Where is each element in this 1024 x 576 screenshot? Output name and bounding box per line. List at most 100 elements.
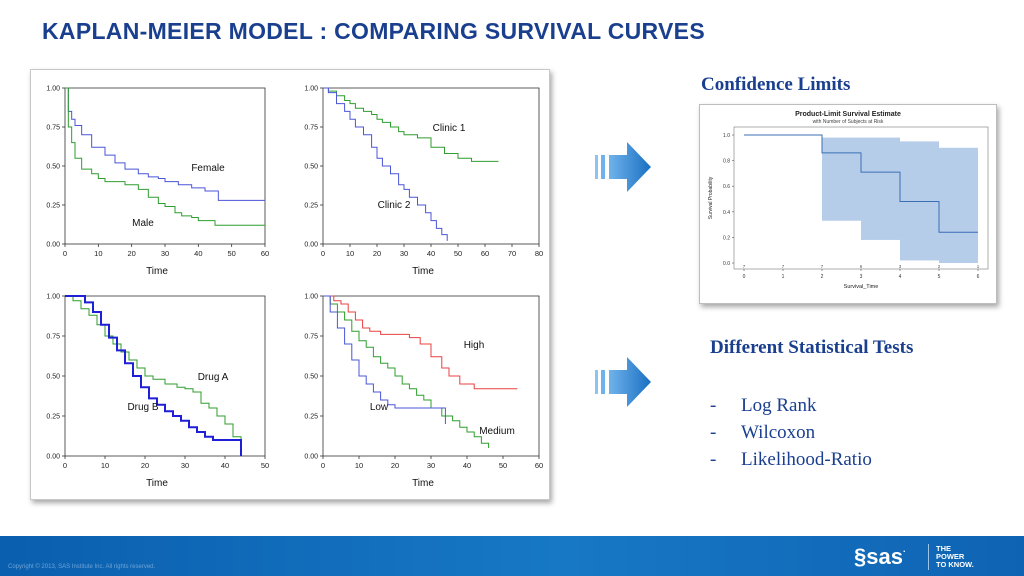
series-label: Low	[370, 402, 389, 413]
confidence-band	[900, 141, 939, 261]
copyright-text: Copyright © 2013, SAS Institute Inc. All…	[8, 564, 156, 570]
y-tick-label: 1.00	[46, 294, 60, 301]
at-risk-count: 7	[782, 264, 785, 269]
x-tick-label: 40	[194, 249, 202, 258]
statistical-tests-heading: Different Statistical Tests	[710, 337, 914, 358]
x-tick-label: 20	[391, 461, 399, 470]
series-label: Medium	[479, 426, 515, 437]
series-line	[65, 87, 265, 201]
confidence-band	[939, 147, 978, 263]
y-tick-label: 0.4	[723, 210, 730, 216]
x-tick-label: 40	[427, 249, 435, 258]
series-label: Male	[132, 218, 154, 229]
y-tick-label: 0.75	[304, 125, 318, 132]
x-tick-label: 30	[181, 461, 189, 470]
x-tick-label: 60	[261, 249, 269, 258]
x-tick-label: 1	[782, 274, 785, 280]
x-tick-label: 60	[535, 461, 543, 470]
series-line	[323, 295, 518, 390]
y-tick-label: 0.75	[46, 334, 60, 341]
y-tick-label: 0.00	[46, 454, 60, 461]
y-tick-label: 0.2	[723, 235, 730, 241]
x-tick-label: 0	[743, 274, 746, 280]
x-tick-label: 0	[321, 461, 325, 470]
x-tick-label: 2	[821, 274, 824, 280]
at-risk-count: 3	[899, 264, 902, 269]
y-tick-label: 0.50	[304, 164, 318, 171]
x-tick-label: 20	[127, 249, 135, 258]
x-axis-label: Time	[412, 478, 434, 489]
series-label: Drug A	[198, 372, 229, 383]
x-tick-label: 60	[481, 249, 489, 258]
x-tick-label: 40	[221, 461, 229, 470]
km-chart-drug: 0.00 0.25 0.50 0.75 1.00 0 10 20 30 40 50 Time Drug …	[33, 288, 273, 496]
survival-line	[744, 134, 978, 233]
x-tick-label: 10	[101, 461, 109, 470]
series-label: Drug B	[127, 402, 158, 413]
y-tick-label: 0.00	[46, 242, 60, 249]
y-tick-label: 0.8	[723, 159, 730, 165]
list-item: - Log Rank	[710, 394, 817, 416]
y-tick-label: 0.0	[723, 261, 730, 267]
y-tick-label: 0.50	[304, 374, 318, 381]
x-tick-label: 4	[899, 274, 902, 280]
y-tick-label: 1.00	[304, 86, 318, 93]
x-tick-label: 10	[346, 249, 354, 258]
x-tick-label: 10	[355, 461, 363, 470]
at-risk-count: 2	[938, 264, 941, 269]
x-tick-label: 50	[454, 249, 462, 258]
x-tick-label: 5	[938, 274, 941, 280]
x-axis-label: Time	[146, 478, 168, 489]
series-line	[65, 87, 265, 226]
y-tick-label: 0.50	[46, 164, 60, 171]
y-tick-label: 0.25	[46, 203, 60, 210]
series-label: Clinic 2	[378, 200, 411, 211]
x-tick-label: 20	[373, 249, 381, 258]
series-label: Clinic 1	[433, 123, 466, 134]
x-tick-label: 6	[977, 274, 980, 280]
y-tick-label: 1.00	[46, 86, 60, 93]
footer-bar	[0, 536, 1024, 576]
km-chart-clinic: 0.00 0.25 0.50 0.75 1.00 0 10 20 30 40 50 60 70 80 Tim…	[289, 76, 547, 286]
statistical-tests-list: - Log Rank - Wilcoxon - Likelihood-Ratio	[710, 392, 872, 473]
confidence-limits-chart: Product-Limit Survival Estimate with Numb…	[699, 104, 997, 304]
series-label: Female	[191, 163, 225, 174]
km-chart-gender: 0.00 0.25 0.50 0.75 1.00 0 10 20 30 40 50 60 Time Fem…	[33, 76, 273, 286]
km-charts-panel: 0.00 0.25 0.50 0.75 1.00 0 10 20 30 40 50 60 Time Fem…	[30, 69, 550, 500]
x-tick-label: 50	[499, 461, 507, 470]
confidence-band	[861, 137, 900, 240]
series-line	[323, 295, 446, 424]
series-line	[323, 87, 448, 241]
x-tick-label: 50	[261, 461, 269, 470]
y-tick-label: 0.75	[304, 334, 318, 341]
sas-logo-icon: §sas.	[854, 544, 906, 569]
y-tick-label: 0.00	[304, 454, 318, 461]
x-tick-label: 30	[400, 249, 408, 258]
y-tick-label: 0.25	[46, 414, 60, 421]
x-axis-label: Survival_Time	[844, 284, 879, 290]
y-tick-label: 0.00	[304, 242, 318, 249]
logo-divider	[928, 544, 929, 570]
arrow-right-icon	[595, 355, 653, 414]
x-tick-label: 0	[63, 249, 67, 258]
y-tick-label: 0.25	[304, 203, 318, 210]
x-tick-label: 80	[535, 249, 543, 258]
series-line	[323, 295, 490, 448]
at-risk-count: 6	[860, 264, 863, 269]
tagline: THE POWER TO KNOW.	[936, 544, 974, 569]
slide-title: KAPLAN-MEIER MODEL : COMPARING SURVIVAL …	[42, 18, 705, 44]
arrow-right-icon	[595, 140, 653, 199]
plot-frame	[64, 295, 266, 457]
confidence-band	[822, 137, 861, 221]
series-line	[65, 295, 242, 448]
y-tick-label: 0.6	[723, 184, 730, 190]
km-chart-level: 0.00 0.25 0.50 0.75 1.00 0 10 20 30 40 50 60 Time Hig…	[289, 288, 547, 496]
x-tick-label: 3	[860, 274, 863, 280]
list-item: - Likelihood-Ratio	[710, 448, 872, 470]
at-risk-count: 7	[743, 264, 746, 269]
series-label: High	[464, 340, 485, 351]
x-axis-label: Time	[146, 266, 168, 277]
ci-chart-title: Product-Limit Survival Estimate	[795, 111, 901, 118]
list-item: - Wilcoxon	[710, 421, 816, 443]
at-risk-count: 1	[977, 264, 980, 269]
